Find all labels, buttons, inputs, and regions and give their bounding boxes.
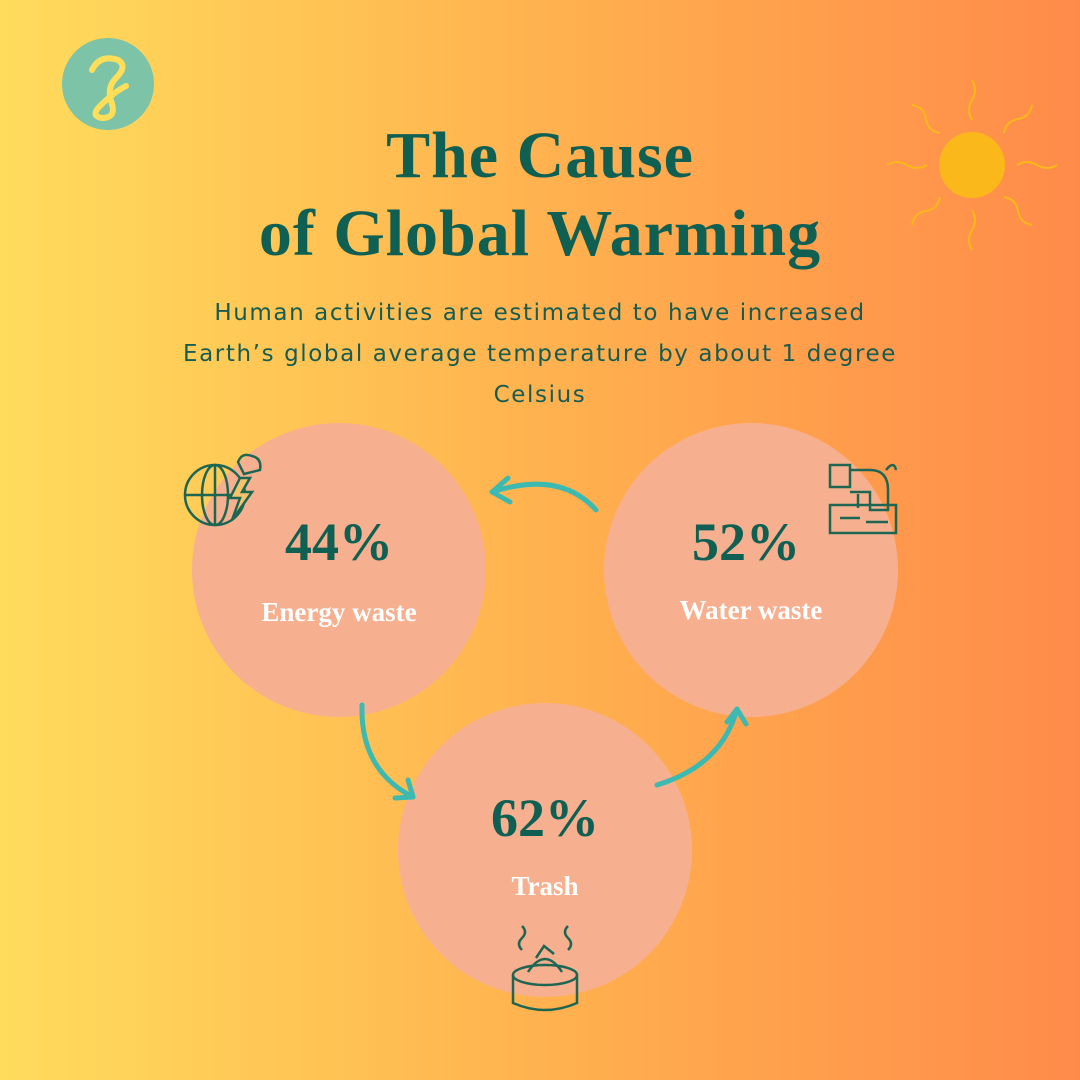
water-icon bbox=[828, 463, 898, 535]
trash-icon bbox=[511, 925, 579, 1012]
sun bbox=[886, 79, 1058, 251]
circle bbox=[604, 423, 898, 717]
logo bbox=[62, 38, 154, 130]
arrows bbox=[359, 475, 749, 801]
circle bbox=[398, 703, 692, 997]
percentage: 52% bbox=[692, 512, 800, 572]
cause-label: Trash bbox=[511, 871, 578, 901]
percentage: 62% bbox=[491, 788, 599, 848]
title-line: The Cause bbox=[386, 119, 694, 192]
cause-label: Water waste bbox=[680, 595, 823, 625]
circles bbox=[192, 423, 898, 997]
cause-label: Energy waste bbox=[261, 597, 416, 627]
subtitle-line: Earth’s global average temperature by ab… bbox=[183, 341, 897, 367]
subtitle-line: Celsius bbox=[494, 382, 587, 408]
subtitle-line: Human activities are estimated to have i… bbox=[214, 300, 865, 326]
circle bbox=[192, 423, 486, 717]
energy-icon bbox=[183, 453, 262, 527]
title-line: of Global Warming bbox=[259, 197, 821, 270]
percentage: 44% bbox=[285, 512, 393, 572]
